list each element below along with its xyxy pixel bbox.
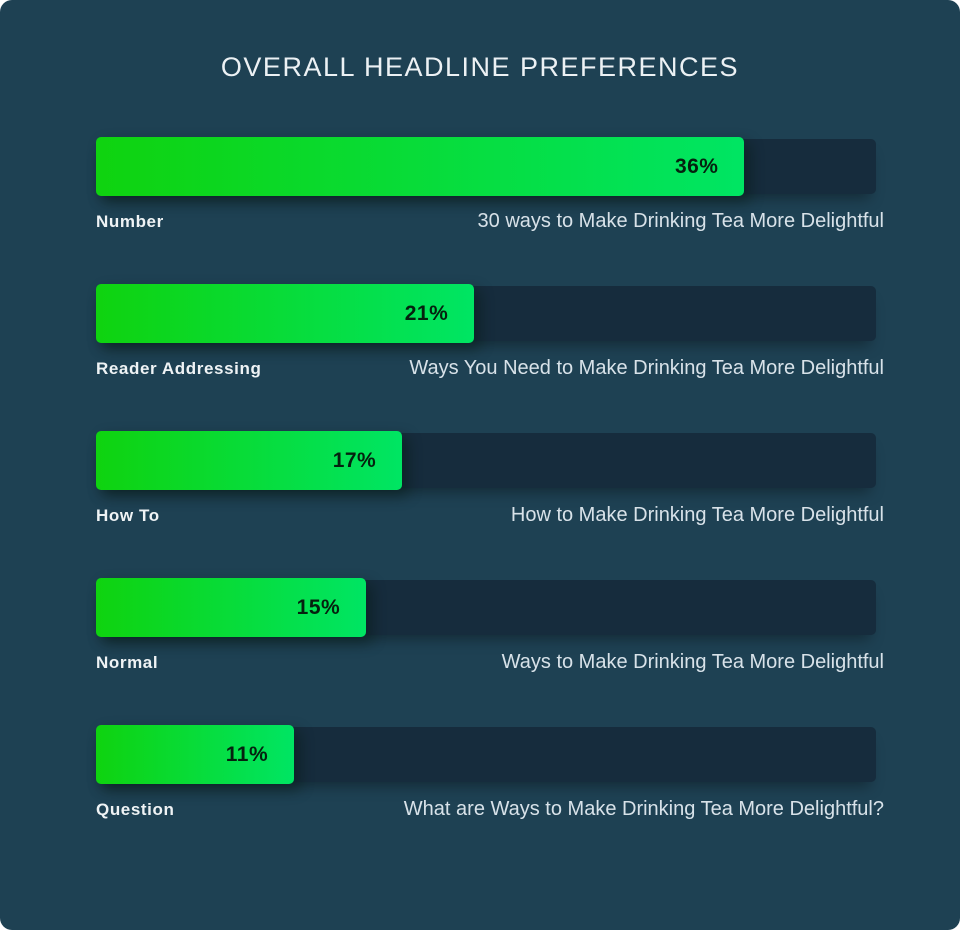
- example-headline: Ways to Make Drinking Tea More Delightfu…: [501, 651, 884, 673]
- chart-row: 21% Reader Addressing Ways You Need to M…: [96, 284, 884, 380]
- category-label: Number: [96, 212, 164, 231]
- bar-track: 17%: [96, 431, 876, 490]
- bar-track: 15%: [96, 578, 876, 637]
- bar-value-label: 36%: [674, 154, 719, 178]
- chart-row: 15% Normal Ways to Make Drinking Tea Mor…: [96, 578, 884, 674]
- chart-row: 11% Question What are Ways to Make Drink…: [96, 725, 884, 821]
- bar-value-label: 21%: [404, 301, 449, 325]
- row-meta: Number 30 ways to Make Drinking Tea More…: [96, 210, 884, 233]
- category-label: Reader Addressing: [96, 359, 262, 378]
- category-label: Normal: [96, 653, 159, 672]
- bar-chart: 36% Number 30 ways to Make Drinking Tea …: [96, 137, 884, 821]
- example-headline: What are Ways to Make Drinking Tea More …: [403, 798, 884, 820]
- example-headline: 30 ways to Make Drinking Tea More Deligh…: [477, 210, 884, 232]
- row-meta: Normal Ways to Make Drinking Tea More De…: [96, 651, 884, 674]
- row-meta: How To How to Make Drinking Tea More Del…: [96, 504, 884, 527]
- bar-track: 11%: [96, 725, 876, 784]
- bar-fill: 15%: [96, 578, 367, 637]
- bar-fill: 11%: [96, 725, 295, 784]
- bar-fill: 17%: [96, 431, 403, 490]
- bar-track: 21%: [96, 284, 876, 343]
- bar-value-label: 15%: [296, 595, 341, 619]
- example-headline: Ways You Need to Make Drinking Tea More …: [409, 357, 884, 379]
- category-label: How To: [96, 506, 160, 525]
- category-label: Question: [96, 800, 175, 819]
- bar-value-label: 17%: [332, 448, 377, 472]
- row-meta: Question What are Ways to Make Drinking …: [96, 798, 884, 821]
- bar-value-label: 11%: [225, 742, 269, 766]
- bar-fill: 21%: [96, 284, 475, 343]
- row-meta: Reader Addressing Ways You Need to Make …: [96, 357, 884, 380]
- bar-track: 36%: [96, 137, 876, 196]
- example-headline: How to Make Drinking Tea More Delightful: [510, 504, 884, 526]
- chart-row: 17% How To How to Make Drinking Tea More…: [96, 431, 884, 527]
- chart-row: 36% Number 30 ways to Make Drinking Tea …: [96, 137, 884, 233]
- chart-title: OVERALL HEADLINE PREFERENCES: [220, 52, 740, 82]
- bar-fill: 36%: [96, 137, 745, 196]
